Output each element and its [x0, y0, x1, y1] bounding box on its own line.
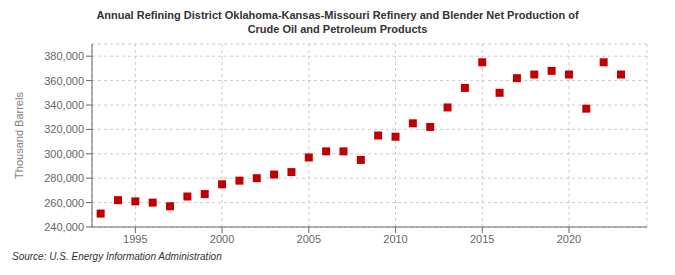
svg-text:2020: 2020 [557, 233, 581, 245]
svg-text:1995: 1995 [123, 233, 147, 245]
svg-text:280,000: 280,000 [44, 172, 84, 184]
svg-text:380,000: 380,000 [44, 50, 84, 62]
svg-text:Thousand Barrels: Thousand Barrels [13, 92, 25, 179]
svg-text:360,000: 360,000 [44, 75, 84, 87]
html-text:Annual Refining District Oklah: Annual Refining District Oklahoma-Kansas… [96, 9, 579, 21]
svg-text:260,000: 260,000 [44, 197, 84, 209]
svg-text:300,000: 300,000 [44, 148, 84, 160]
svg-text:2000: 2000 [210, 233, 234, 245]
svg-text:2005: 2005 [297, 233, 321, 245]
svg-text:2015: 2015 [470, 233, 494, 245]
html-text:Source: U.S. Energy Informatio: Source: U.S. Energy Information Administ… [12, 251, 222, 262]
svg-text:2010: 2010 [383, 233, 407, 245]
svg-text:320,000: 320,000 [44, 123, 84, 135]
svg-text:340,000: 340,000 [44, 99, 84, 111]
svg-text:240,000: 240,000 [44, 221, 84, 233]
html-text:Crude Oil and Petroleum Produc: Crude Oil and Petroleum Products [247, 23, 428, 35]
